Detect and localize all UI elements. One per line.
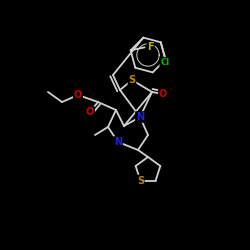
Text: Cl: Cl [160,58,169,67]
Text: O: O [74,90,82,100]
Text: O: O [86,107,94,117]
Text: N: N [114,137,122,147]
Text: S: S [128,75,136,85]
Text: F: F [147,42,154,52]
Text: S: S [137,176,144,186]
Text: O: O [159,89,167,99]
Text: N: N [136,112,144,122]
